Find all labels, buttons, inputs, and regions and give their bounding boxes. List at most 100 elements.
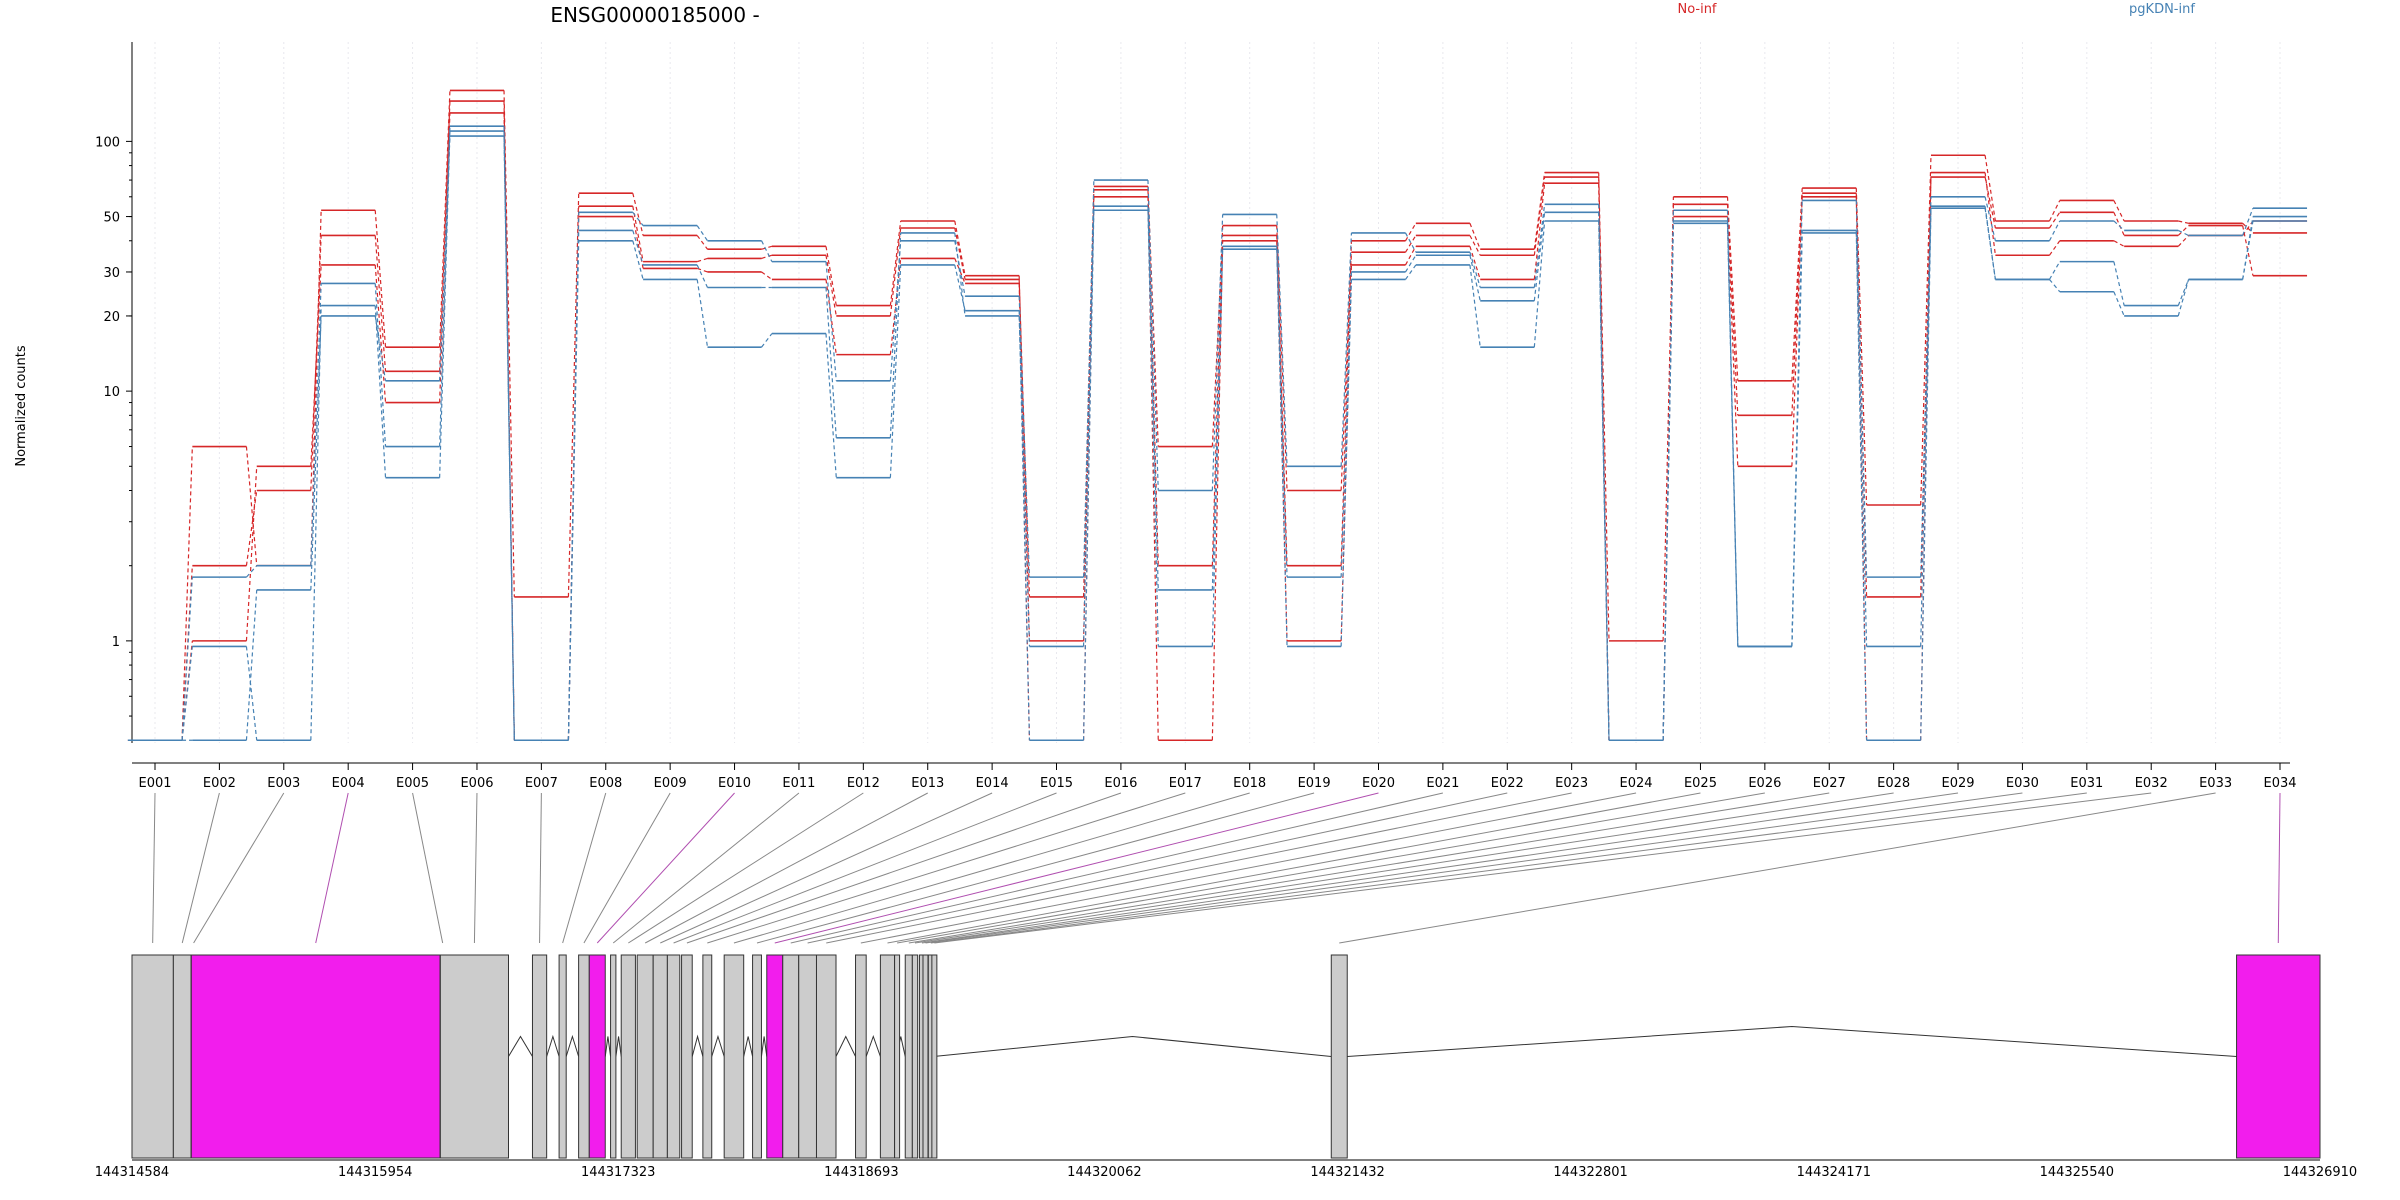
- series-connector: [825, 261, 837, 381]
- series-connector: [503, 136, 515, 741]
- intron-line: [604, 1036, 612, 1057]
- series-connector: [1405, 235, 1417, 253]
- series-connector: [2049, 279, 2061, 293]
- series-connector: [2113, 212, 2125, 236]
- exon-e028: [911, 954, 919, 1159]
- series-connector: [245, 446, 258, 566]
- series-connector: [696, 279, 709, 348]
- connector-e004: [315, 792, 349, 944]
- x-tick-label-e017: E017: [1169, 776, 1202, 791]
- exon-e011: [610, 954, 617, 1159]
- series-connector: [2177, 235, 2189, 247]
- genomic-tick-label: 144326910: [2283, 1165, 2357, 1180]
- series-connector: [245, 490, 258, 566]
- series-connector: [1276, 225, 1288, 491]
- intron-line: [933, 1035, 1332, 1057]
- connector-e024: [860, 792, 1637, 944]
- exon-e027: [904, 954, 913, 1159]
- series-connector: [1791, 200, 1803, 647]
- x-tick-label-e032: E032: [2135, 776, 2168, 791]
- series-connector: [439, 90, 451, 348]
- series-connector: [1984, 176, 1996, 229]
- x-tick-label-e011: E011: [782, 776, 815, 791]
- exon-e004: [190, 954, 441, 1159]
- series-connector: [889, 264, 902, 478]
- series-connector: [1340, 271, 1353, 578]
- gene-model: [131, 954, 2321, 1159]
- x-tick-label-e023: E023: [1555, 776, 1588, 791]
- x-tick-label-e008: E008: [589, 776, 622, 791]
- series-connector: [310, 264, 322, 467]
- x-tick-label-e028: E028: [1877, 776, 1910, 791]
- connector-e021: [790, 792, 1443, 944]
- series-connector: [696, 235, 708, 250]
- connector-e025: [887, 792, 1701, 944]
- series-connector: [2242, 208, 2254, 236]
- series-connector: [181, 577, 193, 741]
- x-tick-label-e012: E012: [847, 776, 880, 791]
- series-connector: [1340, 252, 1353, 491]
- connector-e019: [756, 792, 1315, 944]
- genomic-tick-label: 144318693: [824, 1165, 898, 1180]
- plot-series: [127, 89, 2308, 742]
- series-connector: [1791, 196, 1803, 467]
- exon-e015: [666, 954, 681, 1159]
- series-connector: [2177, 279, 2190, 306]
- exon-e023: [815, 954, 837, 1159]
- exon-e024: [855, 954, 867, 1159]
- exon-e019: [752, 954, 762, 1159]
- series-connector: [245, 646, 258, 741]
- series-connector: [2177, 225, 2189, 236]
- exon-e009: [578, 954, 590, 1159]
- exon-e030: [922, 954, 929, 1159]
- series-connector: [889, 227, 902, 317]
- series-pgkdn-inf-5: [127, 135, 2308, 742]
- intron-line: [691, 1034, 704, 1057]
- series-connector: [761, 271, 773, 280]
- genomic-tick-label: 144322801: [1553, 1165, 1627, 1180]
- exon-e010: [588, 954, 606, 1159]
- legend-entry-no-inf: No-inf: [1677, 2, 1716, 17]
- series-connector: [1469, 252, 1481, 288]
- series-connector: [374, 283, 387, 447]
- y-tick-label: 100: [95, 135, 120, 150]
- series-connector: [1276, 235, 1288, 566]
- intron-line: [711, 1034, 725, 1057]
- series-connector: [825, 279, 837, 355]
- genomic-tick-label: 144321432: [1310, 1165, 1384, 1180]
- series-connector: [1920, 208, 1932, 741]
- series-connector: [761, 333, 773, 348]
- connector-e011: [612, 792, 800, 944]
- connector-e031: [930, 792, 2087, 944]
- series-connector: [567, 193, 580, 597]
- series-connector: [1984, 208, 1996, 280]
- series-connector: [567, 240, 580, 741]
- series-connector: [1018, 296, 1031, 578]
- series-connector: [1533, 220, 1546, 348]
- connector-e006: [473, 792, 478, 944]
- exon-e012: [620, 954, 636, 1159]
- connector-e005: [412, 792, 444, 944]
- plot-gridlines: [154, 42, 2281, 743]
- series-connector: [1855, 188, 1868, 506]
- connector-e022: [807, 792, 1508, 944]
- connector-e026: [897, 792, 1765, 944]
- connector-e008: [562, 792, 607, 944]
- series-connector: [1855, 230, 1868, 647]
- x-tick-label-e003: E003: [267, 776, 300, 791]
- series-connector: [1726, 223, 1739, 647]
- series-connector: [1082, 210, 1095, 741]
- x-tick-label-e021: E021: [1426, 776, 1459, 791]
- exon-e020: [766, 954, 784, 1159]
- series-connector: [1018, 315, 1031, 647]
- series-connector: [374, 264, 387, 403]
- intron-line: [743, 1036, 754, 1057]
- connector-e029: [921, 792, 1959, 944]
- connector-e030: [925, 792, 2023, 944]
- connector-e013: [644, 792, 928, 944]
- connector-e018: [733, 792, 1250, 944]
- y-tick-label: 30: [103, 266, 120, 281]
- x-tick-label-e033: E033: [2199, 776, 2232, 791]
- series-connector: [1855, 200, 1868, 578]
- x-tick-label-e006: E006: [460, 776, 493, 791]
